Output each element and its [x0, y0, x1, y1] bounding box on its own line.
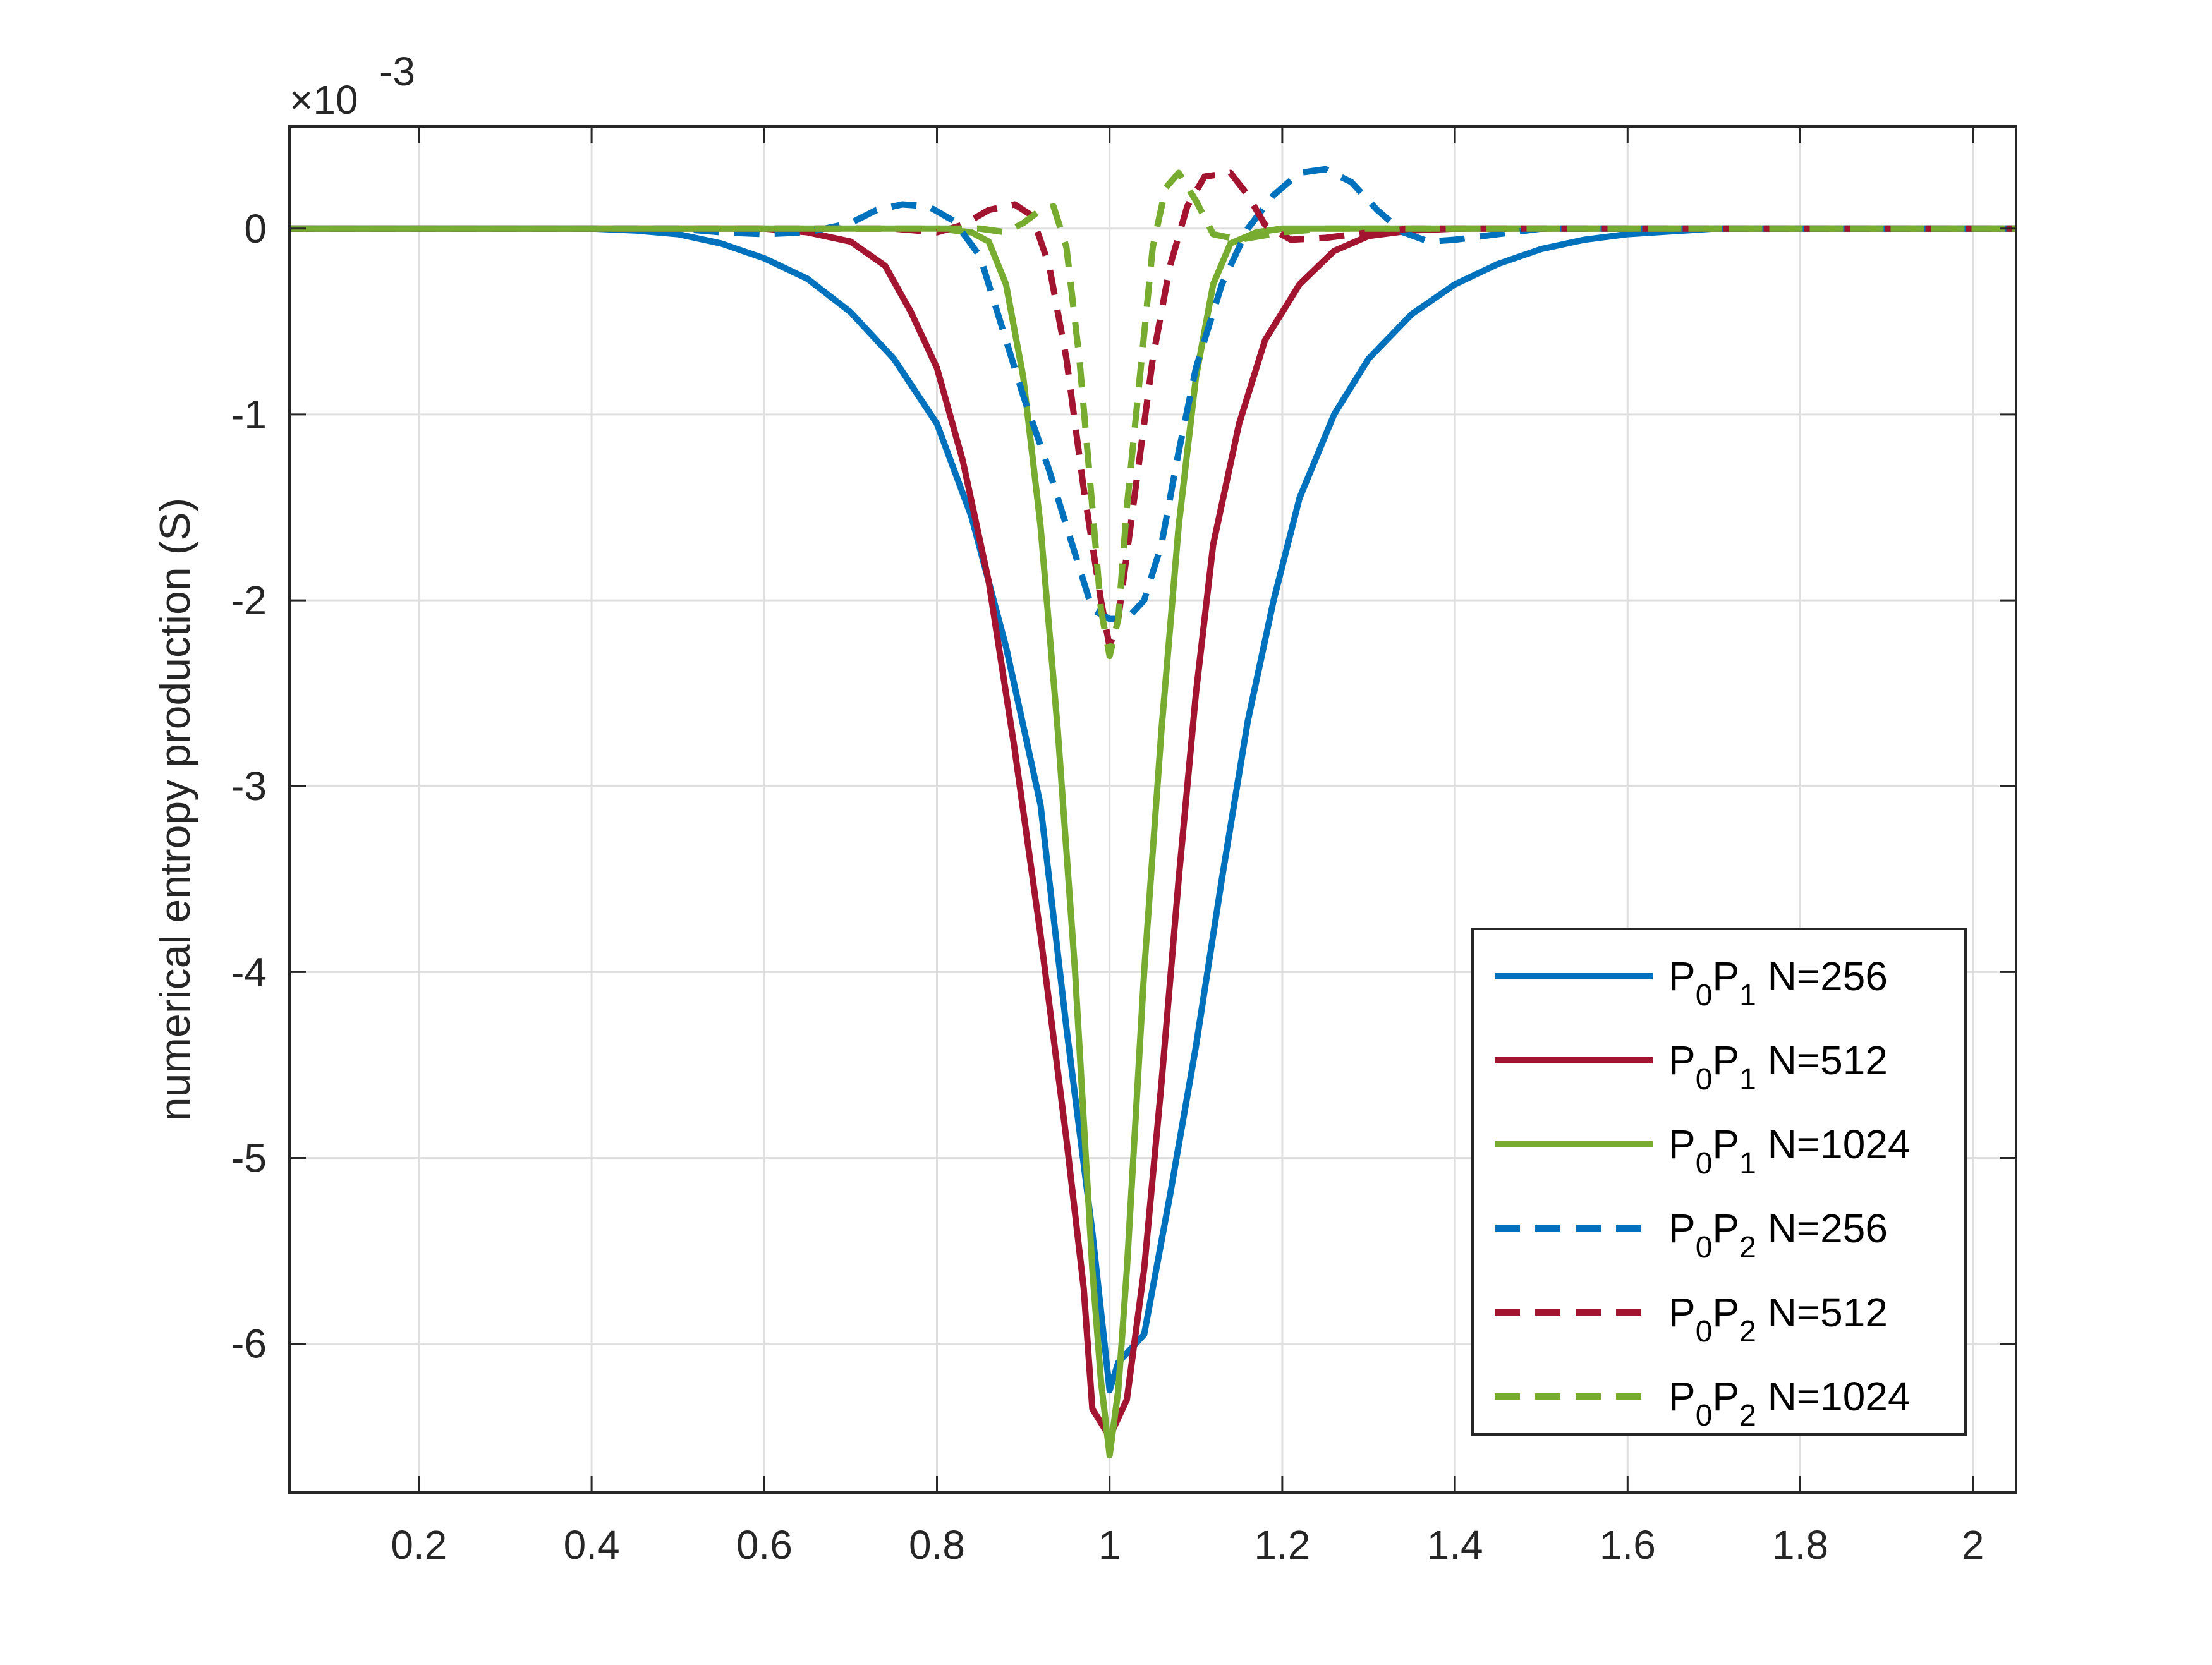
- legend-entry-part: N=256: [1756, 954, 1888, 999]
- y-exponent-label: ×10 -3: [289, 49, 415, 123]
- legend-entry-part: P: [1668, 1122, 1696, 1167]
- legend-entry-part: N=512: [1756, 1038, 1888, 1083]
- legend-entry-6: P0P2 N=1024: [1668, 1374, 1911, 1432]
- legend-entry-part: P: [1712, 1122, 1739, 1167]
- y-tick-label: -5: [231, 1135, 267, 1181]
- y-tick-label: -2: [231, 578, 267, 623]
- x-tick-label: 1.2: [1254, 1522, 1310, 1568]
- legend-entry-part: P: [1668, 1038, 1696, 1083]
- series-line-6: [289, 169, 2016, 660]
- legend-entry-part: 2: [1739, 1231, 1756, 1264]
- x-tick-label: 0.6: [736, 1522, 793, 1568]
- legend-entry-part: P: [1712, 1038, 1739, 1083]
- x-tick-label: 1.8: [1772, 1522, 1828, 1568]
- legend-entry-part: 2: [1739, 1315, 1756, 1348]
- legend-entry-5: P0P2 N=512: [1668, 1290, 1888, 1348]
- legend-entry-part: P: [1668, 954, 1696, 999]
- series-line-3: [289, 225, 2016, 1459]
- y-tick-label: -4: [231, 949, 267, 995]
- legend-entry-part: 0: [1696, 1063, 1713, 1096]
- x-tick-label: 1: [1098, 1522, 1121, 1568]
- legend-entry-part: N=256: [1756, 1206, 1888, 1251]
- y-tick-label: 0: [244, 206, 267, 251]
- series-layer: [289, 166, 2016, 1459]
- legend-entry-1: P0P1 N=256: [1668, 954, 1888, 1012]
- legend-entry-part: 1: [1739, 979, 1756, 1012]
- y-exponent-power: -3: [379, 49, 415, 94]
- y-tick-label: -6: [231, 1321, 267, 1367]
- legend-box: [1471, 928, 1967, 1436]
- legend-entry-part: N=1024: [1756, 1122, 1911, 1167]
- legend-entry-part: N=512: [1756, 1290, 1888, 1335]
- y-axis-label: numerical entropy production (S): [151, 498, 199, 1121]
- legend-entry-3: P0P1 N=1024: [1668, 1122, 1911, 1180]
- y-tick-label: -1: [231, 392, 267, 437]
- y-exponent-base: ×10: [289, 77, 358, 123]
- legend-entry-2: P0P1 N=512: [1668, 1038, 1888, 1096]
- x-tick-label: 0.8: [909, 1522, 965, 1568]
- legend-entry-part: N=1024: [1756, 1374, 1911, 1419]
- legend-entry-4: P0P2 N=256: [1668, 1206, 1888, 1264]
- y-tick-label: -3: [231, 763, 267, 809]
- legend-entry-part: 0: [1696, 1399, 1713, 1432]
- axes: [288, 125, 2017, 1494]
- x-tick-label: 1.4: [1427, 1522, 1483, 1568]
- legend-entry-part: 1: [1739, 1063, 1756, 1096]
- legend-entry-part: P: [1668, 1206, 1696, 1251]
- tick-labels: 0.2 0.4 0.6 0.8 1 1.2 1.4 1.6 1.8 20-1-2-3-4-5-6: [231, 206, 1984, 1568]
- legend-entry-part: 0: [1696, 979, 1713, 1012]
- legend-entry-part: P: [1712, 1374, 1739, 1419]
- legend-entry-part: 0: [1696, 1147, 1713, 1180]
- legend-entry-part: P: [1668, 1374, 1696, 1419]
- legend-entry-part: 1: [1739, 1147, 1756, 1180]
- legend-entry-part: P: [1668, 1290, 1696, 1335]
- series-line-5: [289, 169, 2016, 650]
- axes-box: [288, 125, 2017, 1494]
- legend-entry-part: P: [1712, 1206, 1739, 1251]
- x-tick-label: 0.4: [564, 1522, 620, 1568]
- x-tick-label: 1.6: [1600, 1522, 1656, 1568]
- x-tick-label: 2: [1962, 1522, 1984, 1568]
- legend-entry-part: 0: [1696, 1231, 1713, 1264]
- series-line-4: [289, 166, 2016, 622]
- legend-entry-part: P: [1712, 1290, 1739, 1335]
- legend-entry-part: 0: [1696, 1315, 1713, 1348]
- legend-entry-part: P: [1712, 954, 1739, 999]
- legend-entry-part: 2: [1739, 1399, 1756, 1432]
- x-tick-label: 0.2: [391, 1522, 447, 1568]
